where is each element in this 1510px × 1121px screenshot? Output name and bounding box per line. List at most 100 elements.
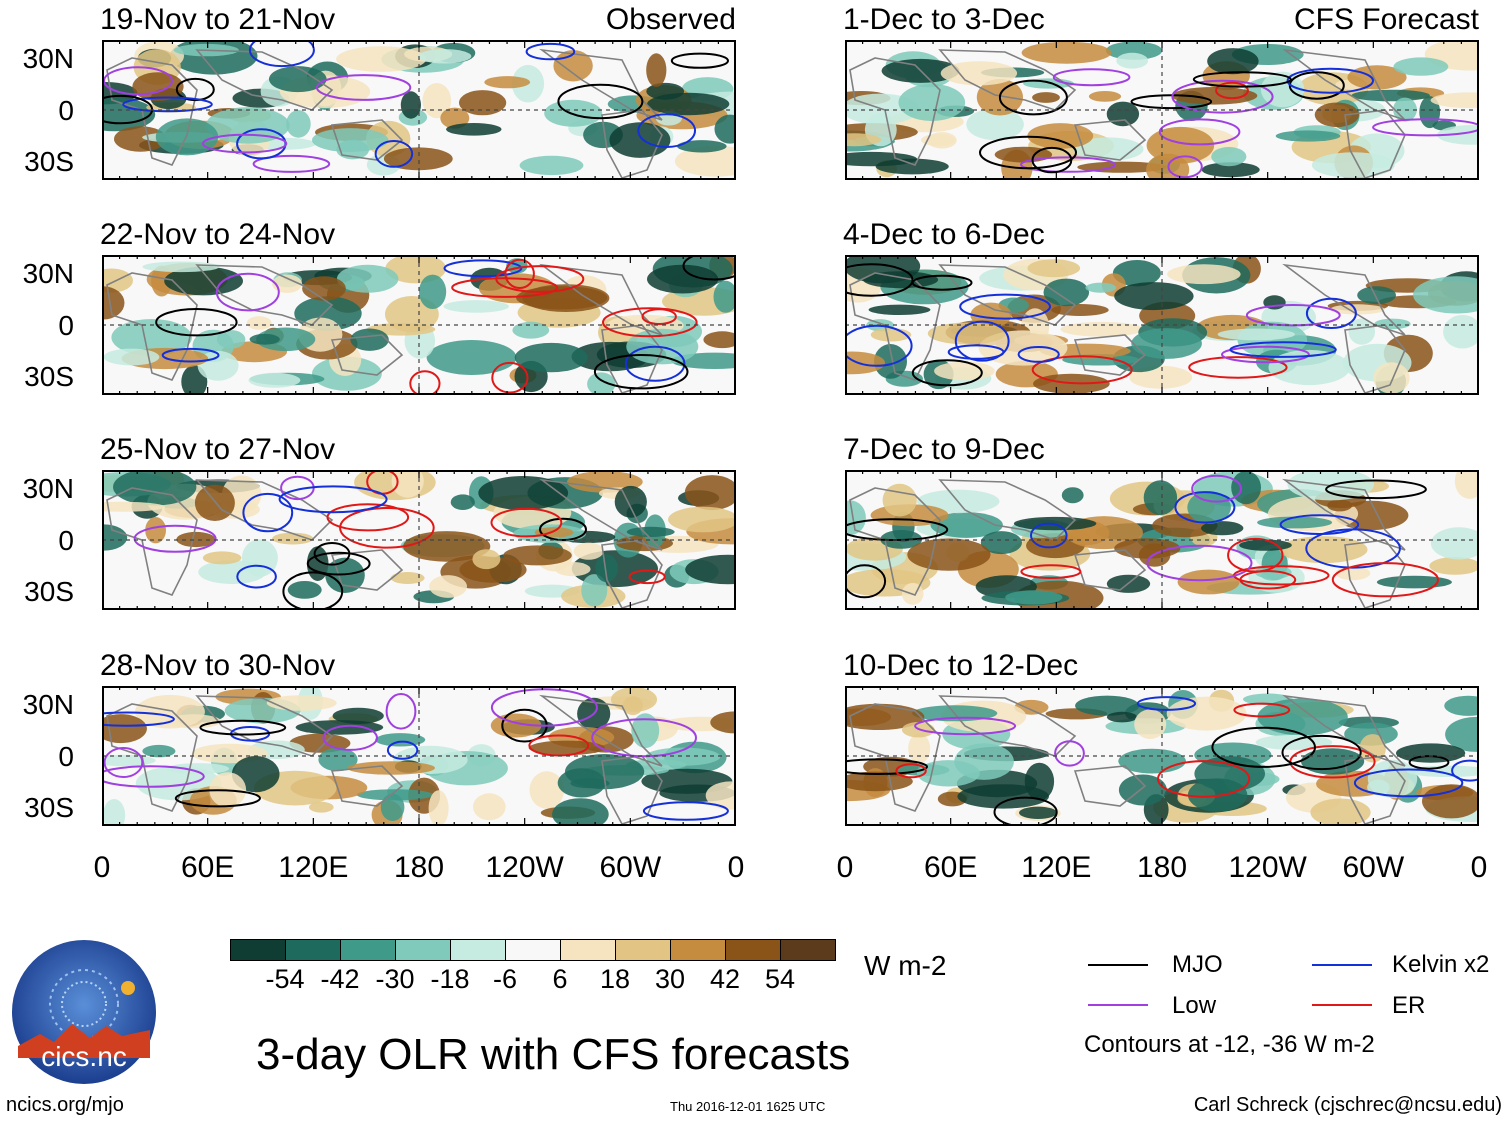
olr-anomaly [646, 82, 685, 100]
colorbar-label: 30 [654, 964, 686, 994]
olr-anomaly [705, 781, 736, 810]
olr-anomaly [567, 471, 643, 493]
coastline [1282, 478, 1406, 551]
olr-anomaly [473, 793, 506, 821]
anomaly-contour [911, 359, 983, 387]
olr-anomaly [484, 76, 531, 89]
anomaly-contour [1281, 734, 1362, 771]
anomaly-contour [1451, 759, 1479, 782]
coastline [1073, 765, 1147, 807]
olr-anomaly [1351, 89, 1430, 102]
panel-frame [845, 470, 1479, 610]
anomaly-contour [326, 503, 410, 532]
anomaly-contour [1221, 345, 1310, 364]
anomaly-contour [1239, 570, 1297, 590]
olr-anomaly [1430, 527, 1479, 560]
anomaly-contour [504, 258, 535, 289]
anomaly-contour [1279, 514, 1360, 535]
y-tick-label: 30N [22, 43, 74, 74]
olr-anomaly [1261, 570, 1285, 581]
olr-anomaly [1367, 779, 1390, 796]
olr-anomaly [677, 140, 727, 153]
olr-anomaly [907, 538, 991, 571]
coastline [539, 694, 663, 767]
legend-mjo-label: MJO [1172, 951, 1223, 978]
map-panel [845, 40, 1479, 180]
panel-frame [845, 40, 1479, 180]
coastline [330, 119, 404, 161]
x-tick-label: 60W [1342, 851, 1405, 884]
olr-anomaly [1201, 162, 1260, 178]
olr-anomaly [1311, 152, 1395, 178]
olr-anomaly [248, 372, 301, 388]
olr-anomaly [1373, 362, 1410, 394]
anomaly-contour [102, 765, 205, 788]
olr-anomaly [528, 740, 605, 756]
contour-note: Contours at -12, -36 W m-2 [1084, 1031, 1375, 1058]
anomaly-contour [624, 345, 686, 382]
legend-mjo-line [1088, 964, 1148, 966]
olr-anomaly [845, 351, 885, 375]
footer-url[interactable]: ncics.org/mjo [6, 1094, 124, 1116]
chart-title: 3-day OLR with CFS forecasts [256, 1030, 851, 1079]
olr-anomaly [1310, 798, 1371, 826]
olr-anomaly [1257, 516, 1333, 529]
panel-frame [102, 686, 736, 826]
panel-frame [845, 255, 1479, 395]
olr-anomaly [1327, 499, 1353, 512]
olr-anomaly [1429, 557, 1479, 575]
y-tick-label: 30S [24, 576, 74, 607]
olr-anomaly [1005, 590, 1063, 605]
anomaly-contour [845, 758, 928, 775]
olr-anomaly [102, 524, 128, 551]
anomaly-contour [1372, 118, 1479, 137]
olr-anomaly [375, 733, 426, 747]
olr-anomaly [685, 554, 736, 585]
map-panel [102, 686, 736, 826]
olr-anomaly [1019, 806, 1058, 819]
olr-anomaly [573, 542, 604, 560]
olr-anomaly [710, 711, 736, 734]
olr-anomaly [512, 321, 550, 339]
panel-title: 19-Nov to 21-Nov [100, 3, 336, 36]
olr-anomaly [266, 695, 337, 711]
olr-anomaly [478, 476, 569, 510]
olr-anomaly [1393, 57, 1449, 76]
coastline [106, 703, 198, 812]
olr-anomaly [1207, 48, 1259, 75]
panel-frame [102, 255, 736, 395]
olr-anomaly [703, 331, 736, 349]
anomaly-contour [1171, 79, 1274, 114]
olr-anomaly [111, 319, 192, 356]
panel-title: 7-Dec to 9-Dec [843, 433, 1045, 466]
olr-anomaly [417, 49, 472, 64]
colorbar-swatch [670, 939, 726, 961]
legend-low-line [1088, 1004, 1148, 1006]
anomaly-contour [1191, 474, 1243, 503]
anomaly-contour [670, 52, 730, 69]
x-tick-label: 180 [1136, 851, 1188, 884]
olr-anomaly [1085, 282, 1117, 293]
olr-anomaly [1134, 709, 1167, 739]
coastline [106, 272, 198, 381]
olr-anomaly [336, 264, 399, 293]
coastline [1282, 694, 1406, 767]
y-tick-label: 0 [58, 310, 74, 341]
olr-anomaly [472, 549, 501, 570]
olr-anomaly [194, 484, 235, 521]
colorbar-swatch [505, 939, 561, 961]
olr-anomaly [1112, 260, 1161, 287]
anomaly-contour [1325, 479, 1427, 500]
olr-anomaly [1344, 722, 1398, 746]
y-tick-label: 0 [58, 95, 74, 126]
coastline [1282, 263, 1406, 336]
olr-anomaly [1051, 304, 1109, 316]
olr-anomaly [930, 512, 1003, 538]
olr-anomaly [1167, 264, 1241, 285]
coastline [1073, 549, 1147, 591]
anomaly-contour [1353, 768, 1464, 798]
olr-anomaly [390, 572, 425, 584]
olr-anomaly [1231, 471, 1261, 505]
anomaly-contour [443, 259, 523, 278]
olr-anomaly [1166, 696, 1247, 731]
